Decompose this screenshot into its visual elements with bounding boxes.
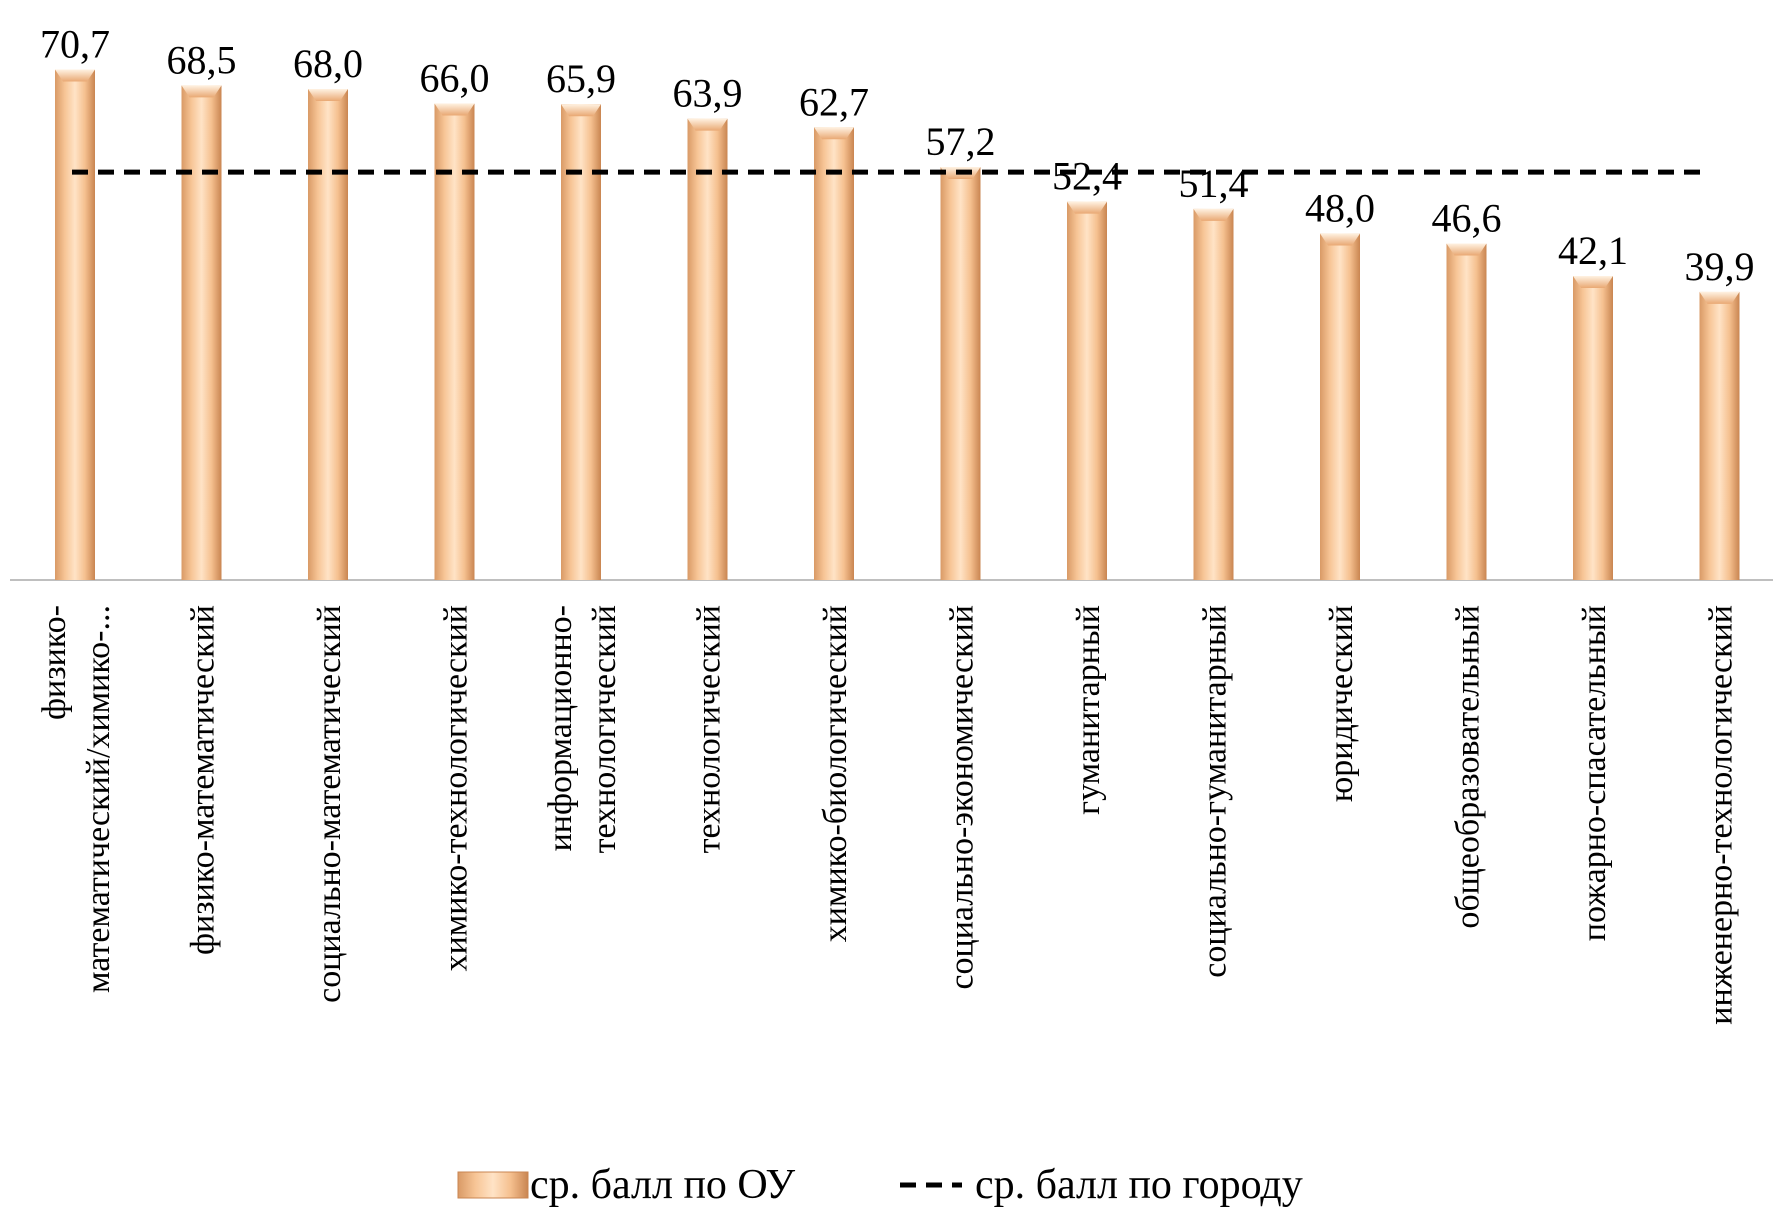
bar: [1573, 276, 1613, 580]
bar: [814, 127, 854, 580]
bar: [308, 89, 348, 580]
data-label: 57,2: [926, 119, 996, 164]
bar-cap: [687, 118, 728, 131]
category-label: социально-экономический: [944, 605, 981, 990]
category-label: общеобразовательный: [1450, 605, 1487, 929]
bar-cap: [814, 127, 854, 140]
bar-cap: [1573, 276, 1613, 289]
bar-cap: [308, 89, 348, 102]
legend: ср. балл по ОУ ср. балл по городу: [457, 1162, 1303, 1208]
data-label: 68,5: [167, 37, 237, 82]
bar: [1699, 291, 1740, 580]
bar-cap: [181, 85, 222, 98]
data-label: 68,0: [293, 41, 363, 86]
category-label: информационно-технологический: [542, 605, 623, 853]
legend-label-bar: ср. балл по ОУ: [530, 1162, 795, 1208]
category-label: гуманитарный: [1070, 605, 1107, 815]
bars-group: [55, 69, 1740, 581]
category-label: пожарно-спасательный: [1576, 605, 1613, 941]
category-label: социально-математический: [311, 605, 348, 1003]
legend-label-line: ср. балл по городу: [975, 1162, 1303, 1208]
data-label: 65,9: [546, 56, 616, 101]
category-label: инженерно-технологический: [1703, 605, 1740, 1025]
bar-cap: [434, 103, 475, 116]
bar-cap: [1193, 208, 1234, 221]
bar: [181, 85, 222, 581]
bar: [1446, 243, 1487, 580]
bar: [1320, 233, 1360, 580]
data-label: 70,7: [40, 22, 110, 67]
data-label: 46,6: [1432, 196, 1502, 241]
data-label: 42,1: [1558, 228, 1628, 273]
category-label: физико-математический: [185, 605, 222, 955]
data-label: 52,4: [1052, 154, 1122, 199]
bar: [687, 118, 728, 580]
bar-cap: [1446, 243, 1487, 256]
data-label: 66,0: [420, 55, 490, 100]
bar: [940, 167, 981, 581]
bar: [1193, 208, 1234, 580]
legend-swatch-bar: [457, 1171, 529, 1199]
bar: [561, 104, 601, 581]
category-label: химико-технологический: [438, 605, 475, 971]
category-label: технологический: [691, 605, 728, 853]
category-labels-group: физико-математический/химико-... физико-м…: [36, 605, 1740, 1025]
bar: [1067, 201, 1107, 580]
data-label: 39,9: [1685, 244, 1755, 289]
data-label: 48,0: [1305, 185, 1375, 230]
bar: [434, 103, 475, 580]
bar-cap: [1067, 201, 1107, 214]
category-label: химико-биологический: [817, 605, 854, 942]
data-label: 63,9: [673, 71, 743, 116]
bar-cap: [1699, 291, 1740, 304]
bar-cap: [561, 104, 601, 117]
bar: [55, 69, 95, 581]
category-label: социально-гуманитарный: [1197, 605, 1234, 978]
data-label: 51,4: [1179, 161, 1249, 206]
data-label: 62,7: [799, 79, 869, 124]
value-labels-group: 70,7 68,5 68,0 66,0 65,9 63,9 62,7 57,2 52,4 51,4…: [40, 22, 1755, 289]
category-label: физико-математический/химико-...: [36, 605, 117, 993]
bar-cap: [55, 69, 95, 82]
bar-cap: [1320, 233, 1360, 246]
category-label: юридический: [1323, 605, 1360, 802]
